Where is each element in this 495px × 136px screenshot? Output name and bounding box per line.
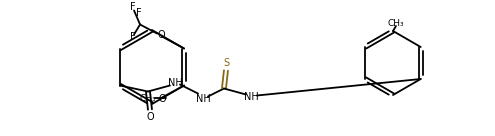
Text: F: F	[130, 2, 136, 13]
Text: O: O	[158, 94, 166, 103]
Text: NH: NH	[244, 92, 258, 103]
Text: O: O	[146, 112, 154, 123]
Text: O: O	[157, 30, 165, 41]
Text: CH₃: CH₃	[388, 18, 404, 27]
Text: NH: NH	[196, 94, 210, 103]
Text: NH: NH	[168, 78, 182, 87]
Text: S: S	[223, 58, 229, 67]
Text: F: F	[136, 7, 142, 18]
Text: CH₃: CH₃	[140, 94, 156, 103]
Text: F: F	[130, 33, 136, 42]
